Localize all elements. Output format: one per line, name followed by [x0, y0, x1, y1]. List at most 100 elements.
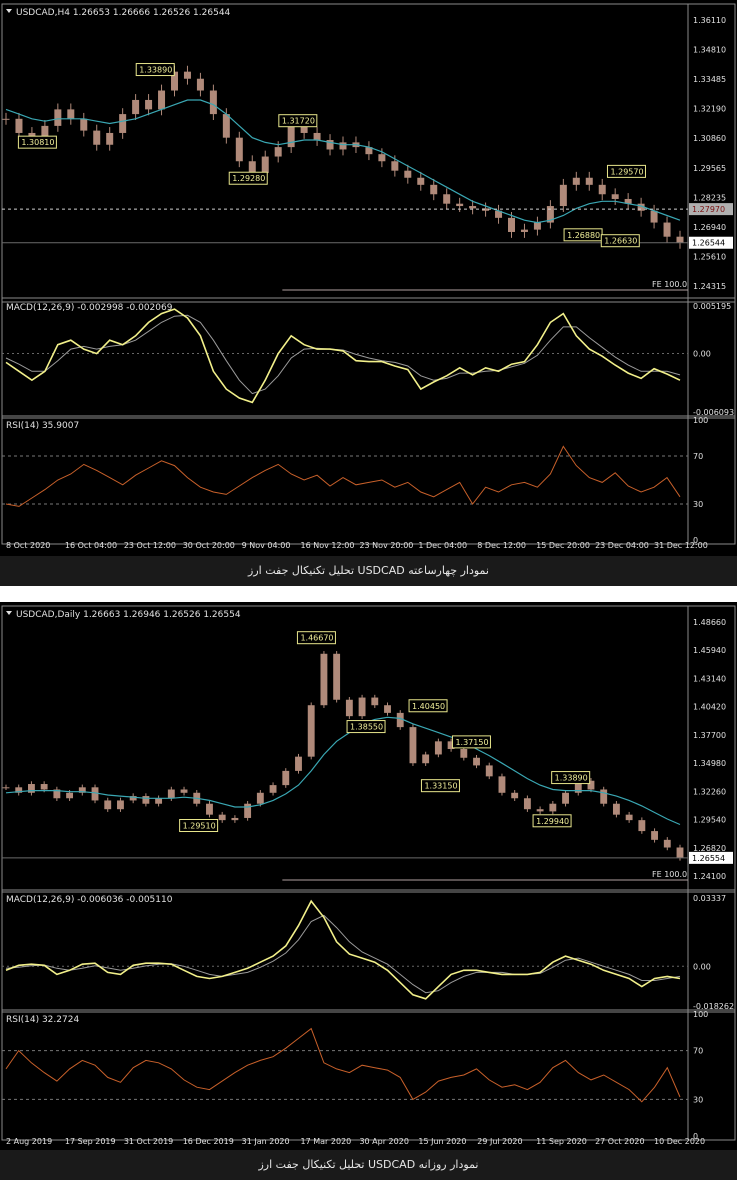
x-tick: 27 Oct 2020: [595, 1137, 644, 1146]
candle-body: [171, 71, 178, 91]
x-tick: 8 Oct 2020: [6, 541, 50, 550]
candle-body: [508, 217, 515, 232]
rsi-panel-title: RSI(14) 32.2724: [6, 1015, 79, 1025]
candle-body: [443, 194, 451, 204]
candle-body: [54, 109, 62, 126]
price-y-tick: 1.32260: [693, 787, 726, 796]
rsi-panel-border: [1, 1009, 736, 1141]
candle-body: [142, 796, 150, 804]
candle-body: [447, 741, 455, 749]
current-price-tag: [689, 236, 733, 249]
price-annotation-box: [179, 819, 219, 833]
candle-body: [333, 653, 341, 700]
candle-body: [391, 161, 399, 171]
macd-panel-title: MACD(12,26,9) -0.002998 -0.002069: [6, 303, 173, 313]
x-tick: 31 Dec 12:00: [654, 541, 708, 550]
candle-body: [93, 130, 101, 145]
candle-body: [119, 114, 127, 133]
price-annotation: 1.33890: [139, 66, 172, 75]
daily-chart: USDCAD,Daily 1.26663 1.26946 1.26526 1.2…: [0, 602, 737, 1150]
h4-chart-svg: USDCAD,H4 1.26653 1.26666 1.26526 1.2654…: [1, 3, 736, 550]
candle-body: [549, 803, 557, 812]
candle-body: [396, 712, 404, 728]
candle-body: [511, 792, 519, 799]
candle-body: [663, 222, 671, 237]
price-annotation-box: [451, 735, 491, 749]
candle-body: [339, 142, 347, 150]
price-y-tick: 1.26940: [693, 223, 726, 232]
macd-y-tick: 0.03337: [693, 894, 726, 903]
candle-body: [180, 789, 188, 793]
candle-body: [546, 206, 554, 223]
candle-body: [274, 147, 282, 157]
candle-body: [167, 789, 175, 799]
x-tick: 29 Jul 2020: [477, 1137, 522, 1146]
price-y-tick: 1.45940: [693, 646, 726, 655]
candle-body: [307, 705, 315, 757]
x-tick: 9 Nov 04:00: [242, 541, 291, 550]
candle-body: [600, 789, 608, 804]
price-y-tick: 1.36110: [693, 16, 726, 25]
candle-body: [371, 697, 379, 706]
daily-chart-svg: USDCAD,Daily 1.26663 1.26946 1.26526 1.2…: [1, 605, 736, 1146]
candle-body: [434, 741, 442, 755]
candle-body: [650, 210, 658, 223]
price-panel-border: [1, 3, 736, 303]
candle-body: [145, 99, 153, 110]
rsi-y-tick: 0: [693, 536, 698, 545]
price-y-tick: 1.24100: [693, 872, 726, 881]
price-annotation-box: [408, 699, 448, 713]
candle-body: [585, 177, 593, 185]
candle-body: [261, 156, 269, 174]
price-y-tick: 1.37700: [693, 731, 726, 740]
price-y-tick: 1.30860: [693, 134, 726, 143]
price-annotation: 1.26880: [567, 231, 600, 240]
candle-body: [638, 820, 646, 832]
candle-body: [495, 210, 503, 218]
macd-y-tick: -0.006093: [693, 408, 734, 417]
macd-y-tick: -0.018262: [693, 1002, 734, 1011]
macd-line: [5, 308, 681, 404]
price-annotation-box: [228, 171, 268, 185]
macd-y-tick: 0.005195: [693, 302, 731, 311]
macd-y-tick: 0.00: [693, 350, 711, 359]
candle-body: [300, 125, 308, 133]
price-annotation: 1.30810: [21, 138, 54, 147]
dashed-level-label: 1.27970: [692, 205, 725, 214]
candle-body: [53, 789, 61, 799]
candle-body: [676, 236, 684, 243]
price-annotation-box: [606, 164, 646, 178]
candle-body: [209, 90, 217, 115]
rsi-line: [5, 445, 681, 507]
price-annotation-box: [551, 771, 591, 785]
price-y-tick: 1.40420: [693, 703, 726, 712]
x-tick: 30 Apr 2020: [359, 1137, 408, 1146]
candle-body: [520, 229, 528, 232]
candle-body: [572, 177, 580, 185]
rsi-y-tick: 100: [693, 1010, 708, 1019]
candle-body: [287, 125, 295, 148]
candle-body: [104, 800, 112, 810]
price-annotation-box: [296, 631, 336, 645]
macd-signal-line: [5, 914, 681, 994]
candle-body: [41, 125, 49, 141]
x-tick: 1 Dec 04:00: [418, 541, 467, 550]
candle-body: [460, 749, 468, 758]
candle-body: [473, 757, 480, 766]
candle-body: [384, 705, 391, 713]
candle-body: [378, 154, 386, 162]
price-y-tick: 1.32190: [693, 105, 726, 114]
h4-chart: USDCAD,H4 1.26653 1.26666 1.26526 1.2654…: [0, 0, 737, 556]
candle-body: [28, 784, 35, 793]
candle-body: [485, 765, 493, 777]
candle-body: [15, 118, 23, 133]
candle-body: [651, 831, 658, 840]
macd-y-tick: 0.00: [693, 962, 711, 971]
price-annotation: 1.26630: [604, 237, 637, 246]
x-tick: 17 Mar 2020: [301, 1137, 352, 1146]
candle-body: [256, 792, 264, 804]
price-annotation-box: [532, 814, 572, 828]
x-tick: 11 Sep 2020: [536, 1137, 587, 1146]
x-tick: 31 Oct 2019: [124, 1137, 173, 1146]
collapse-arrow-icon: [6, 611, 12, 615]
